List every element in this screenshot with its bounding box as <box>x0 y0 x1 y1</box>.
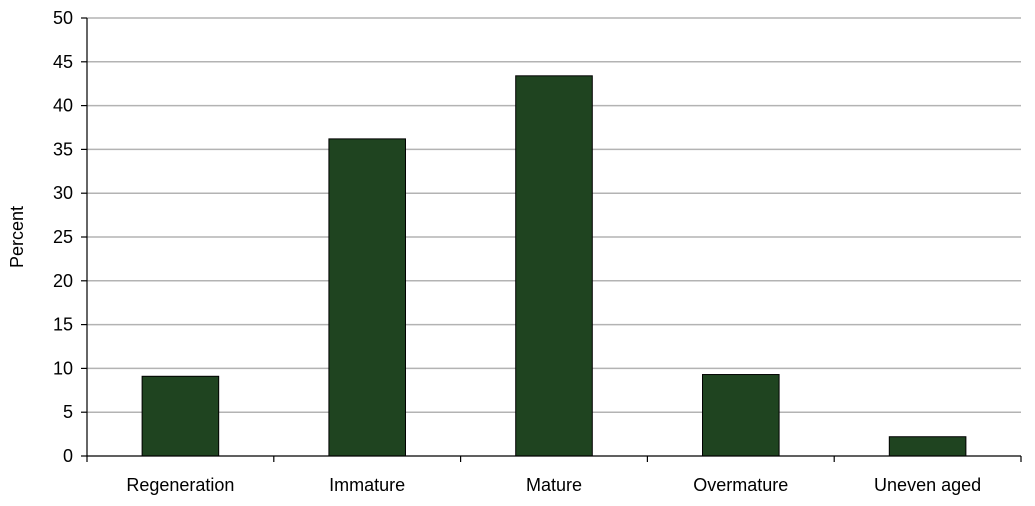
y-tick-label: 40 <box>53 96 73 116</box>
x-tick-label: Uneven aged <box>874 475 981 495</box>
y-tick-label: 15 <box>53 315 73 335</box>
bar-mature <box>515 75 593 457</box>
y-tick-label: 35 <box>53 139 73 159</box>
bar-overmature <box>702 374 780 457</box>
bar-regeneration <box>141 375 220 457</box>
x-tick-label: Overmature <box>693 475 788 495</box>
y-tick-label: 10 <box>53 358 73 378</box>
y-tick-label: 20 <box>53 271 73 291</box>
y-tick-label: 25 <box>53 227 73 247</box>
bars <box>141 75 967 457</box>
bar-immature <box>328 138 406 457</box>
y-tick-label: 50 <box>53 8 73 28</box>
x-tick-labels: Regeneration Immature Mature Overmature Unev… <box>126 475 981 495</box>
y-tick-label: 5 <box>63 402 73 422</box>
axes <box>81 17 1022 462</box>
x-tick-label: Immature <box>329 475 405 495</box>
bar-uneven-aged <box>888 436 967 457</box>
y-tick-labels: 0 5 10 15 20 25 30 35 40 45 50 <box>53 8 73 466</box>
y-axis-title: Percent <box>7 206 27 268</box>
y-tick-label: 45 <box>53 52 73 72</box>
y-tick-label: 30 <box>53 183 73 203</box>
x-tick-label: Regeneration <box>126 475 234 495</box>
y-tick-label: 0 <box>63 446 73 466</box>
x-tick-label: Mature <box>526 475 582 495</box>
